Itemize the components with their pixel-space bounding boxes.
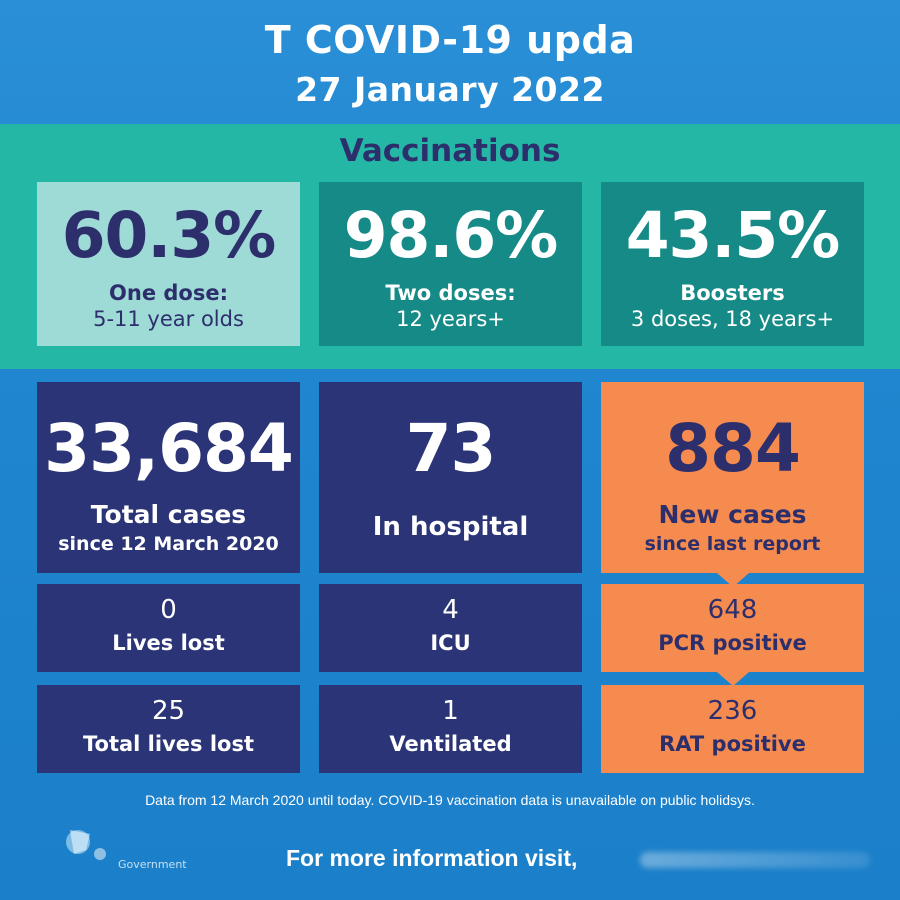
ventilated-label: Ventilated [389, 731, 512, 756]
pcr-positive-label: PCR positive [658, 630, 807, 655]
rat-positive-card: 236 RAT positive [601, 685, 864, 773]
in-hospital-value: 73 [405, 410, 497, 487]
ventilated-card: 1 Ventilated [319, 685, 582, 773]
icu-label: ICU [430, 630, 471, 655]
total-cases-value: 33,684 [44, 410, 294, 487]
vaccination-boosters-label: Boosters [680, 281, 785, 305]
down-arrow-icon [717, 672, 749, 686]
new-cases-label: New cases [658, 500, 807, 529]
redacted-url [640, 852, 870, 868]
vaccination-two-doses-sublabel: 12 years+ [396, 307, 505, 331]
total-cases-sublabel: since 12 March 2020 [58, 533, 279, 555]
pcr-positive-value: 648 [707, 595, 758, 625]
vaccination-boosters-sublabel: 3 doses, 18 years+ [630, 307, 835, 331]
new-cases-sublabel: since last report [644, 533, 821, 555]
page-title: T COVID-19 upda [264, 18, 636, 62]
government-logo-icon [66, 830, 106, 860]
total-cases-label: Total cases [90, 500, 247, 529]
more-info-text: For more information visit, [286, 845, 578, 871]
vaccination-boosters-value: 43.5% [625, 199, 841, 272]
report-date: 27 January 2022 [295, 70, 605, 109]
vaccination-one-dose-card: 60.3% One dose: 5-11 year olds [37, 182, 300, 346]
total-lives-lost-value: 25 [151, 696, 186, 726]
vaccination-one-dose-value: 60.3% [61, 199, 277, 272]
vaccination-one-dose-sublabel: 5-11 year olds [93, 307, 244, 331]
vaccination-boosters-card: 43.5% Boosters 3 doses, 18 years+ [601, 182, 864, 346]
government-logo-text: Government [118, 858, 187, 871]
total-cases-card: 33,684 Total cases since 12 March 2020 [37, 382, 300, 573]
vaccination-two-doses-label: Two doses: [385, 281, 516, 305]
rat-positive-label: RAT positive [659, 731, 806, 756]
data-footnote: Data from 12 March 2020 until today. COV… [145, 792, 755, 808]
down-arrow-icon [717, 573, 749, 587]
lives-lost-card: 0 Lives lost [37, 584, 300, 672]
lives-lost-value: 0 [160, 595, 177, 625]
ventilated-value: 1 [442, 696, 459, 726]
vaccination-one-dose-label: One dose: [109, 281, 228, 305]
in-hospital-card: 73 In hospital [319, 382, 582, 573]
rat-positive-value: 236 [707, 696, 758, 726]
icu-value: 4 [442, 595, 459, 625]
icu-card: 4 ICU [319, 584, 582, 672]
in-hospital-label: In hospital [372, 512, 529, 542]
total-lives-lost-label: Total lives lost [83, 731, 254, 756]
pcr-positive-card: 648 PCR positive [601, 584, 864, 672]
lives-lost-label: Lives lost [112, 630, 225, 655]
new-cases-card: 884 New cases since last report [601, 382, 864, 573]
new-cases-value: 884 [665, 410, 801, 487]
vaccination-two-doses-value: 98.6% [343, 199, 559, 272]
vaccinations-heading: Vaccinations [339, 133, 561, 169]
vaccination-two-doses-card: 98.6% Two doses: 12 years+ [319, 182, 582, 346]
total-lives-lost-card: 25 Total lives lost [37, 685, 300, 773]
